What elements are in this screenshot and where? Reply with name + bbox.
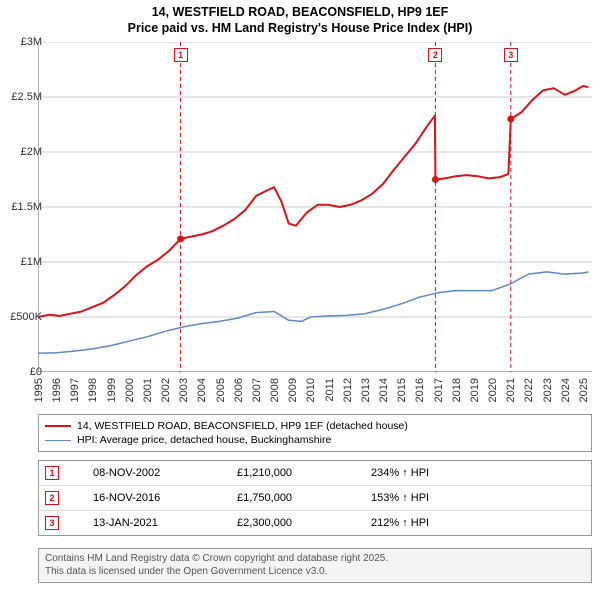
event-row-badge: 3 [45, 516, 59, 530]
event-row-date: 16-NOV-2016 [93, 492, 233, 504]
x-tick-label: 2003 [178, 378, 190, 402]
x-tick-label: 2004 [196, 378, 208, 402]
x-tick-label: 2023 [542, 378, 554, 402]
x-tick-label: 1997 [69, 378, 81, 402]
x-tick-label: 2010 [305, 378, 317, 402]
event-row-pct: 234% ↑ HPI [371, 467, 471, 479]
x-tick-label: 2016 [414, 378, 426, 402]
x-tick-label: 2006 [233, 378, 245, 402]
x-tick-label: 2009 [287, 378, 299, 402]
legend-row-hpi: HPI: Average price, detached house, Buck… [45, 433, 585, 447]
y-tick-label: £2M [21, 146, 42, 158]
title-line2: Price paid vs. HM Land Registry's House … [0, 20, 600, 36]
legend-swatch-hpi [45, 440, 71, 441]
y-tick-label: £2.5M [11, 91, 42, 103]
event-row-pct: 153% ↑ HPI [371, 492, 471, 504]
events-table: 1 08-NOV-2002 £1,210,000 234% ↑ HPI 2 16-NOV-… [38, 460, 592, 536]
event-badge-3: 3 [504, 48, 518, 62]
x-tick-label: 2013 [360, 378, 372, 402]
y-tick-label: £1.5M [11, 201, 42, 213]
x-tick-label: 2012 [342, 378, 354, 402]
x-tick-label: 2000 [124, 378, 136, 402]
x-tick-label: 2021 [505, 378, 517, 402]
x-tick-label: 2001 [142, 378, 154, 402]
legend-row-property: 14, WESTFIELD ROAD, BEACONSFIELD, HP9 1E… [45, 419, 585, 433]
x-tick-label: 1995 [33, 378, 45, 402]
title-line1: 14, WESTFIELD ROAD, BEACONSFIELD, HP9 1E… [0, 4, 600, 20]
legend-label-property: 14, WESTFIELD ROAD, BEACONSFIELD, HP9 1E… [77, 420, 408, 432]
event-badge-1: 1 [174, 48, 188, 62]
event-badge-2: 2 [428, 48, 442, 62]
event-row-badge: 2 [45, 491, 59, 505]
x-tick-label: 2025 [578, 378, 590, 402]
event-row-price: £2,300,000 [237, 517, 367, 529]
chart-svg [38, 42, 592, 372]
event-row-date: 13-JAN-2021 [93, 517, 233, 529]
event-row-badge: 1 [45, 466, 59, 480]
legend: 14, WESTFIELD ROAD, BEACONSFIELD, HP9 1E… [38, 414, 592, 452]
x-tick-label: 2020 [487, 378, 499, 402]
title-block: 14, WESTFIELD ROAD, BEACONSFIELD, HP9 1E… [0, 0, 600, 39]
events-row: 2 16-NOV-2016 £1,750,000 153% ↑ HPI [39, 485, 591, 510]
x-tick-label: 1996 [51, 378, 63, 402]
event-row-date: 08-NOV-2002 [93, 467, 233, 479]
x-tick-label: 2002 [160, 378, 172, 402]
chart-area [38, 42, 592, 372]
footer-note: Contains HM Land Registry data © Crown c… [38, 548, 592, 583]
legend-label-hpi: HPI: Average price, detached house, Buck… [77, 434, 331, 446]
y-tick-label: £500K [10, 311, 42, 323]
event-row-price: £1,210,000 [237, 467, 367, 479]
y-tick-label: £0 [30, 366, 42, 378]
event-row-pct: 212% ↑ HPI [371, 517, 471, 529]
event-row-price: £1,750,000 [237, 492, 367, 504]
x-tick-label: 2007 [251, 378, 263, 402]
events-row: 3 13-JAN-2021 £2,300,000 212% ↑ HPI [39, 510, 591, 535]
x-tick-label: 2011 [324, 378, 336, 402]
legend-swatch-property [45, 425, 71, 427]
x-tick-label: 2018 [451, 378, 463, 402]
footer-line2: This data is licensed under the Open Gov… [45, 566, 585, 579]
x-tick-label: 1999 [106, 378, 118, 402]
footer-line1: Contains HM Land Registry data © Crown c… [45, 553, 585, 566]
x-tick-label: 2017 [433, 378, 445, 402]
chart-container: 14, WESTFIELD ROAD, BEACONSFIELD, HP9 1E… [0, 0, 600, 590]
y-tick-label: £1M [21, 256, 42, 268]
x-tick-label: 2014 [378, 378, 390, 402]
x-tick-label: 2019 [469, 378, 481, 402]
y-tick-label: £3M [21, 36, 42, 48]
x-tick-label: 2015 [396, 378, 408, 402]
x-tick-label: 2024 [560, 378, 572, 402]
events-row: 1 08-NOV-2002 £1,210,000 234% ↑ HPI [39, 461, 591, 485]
x-tick-label: 2008 [269, 378, 281, 402]
x-tick-label: 1998 [87, 378, 99, 402]
x-tick-label: 2005 [215, 378, 227, 402]
x-tick-label: 2022 [523, 378, 535, 402]
